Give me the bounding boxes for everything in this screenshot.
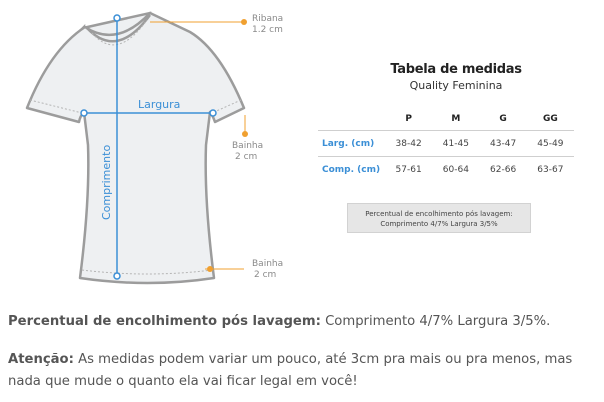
comprimento-label: Comprimento bbox=[100, 145, 113, 220]
largura-label: Largura bbox=[138, 98, 180, 111]
shrink-note-text: Comprimento 4/7% Largura 3/5%. bbox=[320, 314, 551, 329]
shrink-note: Percentual de encolhimento pós lavagem: … bbox=[8, 311, 600, 333]
attention-note-label: Atenção: bbox=[8, 352, 74, 367]
size-table: P M G GG Larg. (cm) 38-42 41-45 43-47 45… bbox=[318, 108, 574, 182]
bainha-manga-label: Bainha bbox=[232, 141, 263, 151]
size-header-m: M bbox=[451, 114, 461, 124]
row-label-largura: Larg. (cm) bbox=[318, 130, 385, 157]
table-subtitle: Quality Feminina bbox=[409, 79, 503, 92]
size-header-p: P bbox=[405, 114, 412, 124]
table-row: Larg. (cm) 38-42 41-45 43-47 45-49 bbox=[318, 130, 574, 157]
shrink-info-line2: Comprimento 4/7% Largura 3/5% bbox=[380, 220, 498, 228]
cell: 62-66 bbox=[479, 156, 527, 182]
cell: 38-42 bbox=[385, 130, 433, 157]
table-title: Tabela de medidas bbox=[390, 62, 522, 77]
bainha-barra-marker bbox=[207, 266, 213, 272]
ribana-size-label: 1.2 cm bbox=[252, 25, 283, 35]
cell: 43-47 bbox=[479, 130, 527, 157]
tshirt-illustration: Ribana 1.2 cm Largura Bainha 2 cm Compri… bbox=[25, 11, 283, 285]
comprimento-top-marker bbox=[113, 14, 121, 22]
ribana-marker bbox=[241, 19, 247, 25]
bainha-manga-marker bbox=[242, 131, 248, 137]
tshirt-body bbox=[25, 11, 246, 285]
row-label-comprimento: Comp. (cm) bbox=[318, 156, 385, 182]
left-sleeve-stitch bbox=[29, 99, 83, 114]
size-header-gg: GG bbox=[542, 114, 558, 124]
cell: 41-45 bbox=[432, 130, 480, 157]
ribana-label: Ribana bbox=[252, 14, 283, 24]
bainha-barra-size-label: 2 cm bbox=[254, 270, 276, 280]
bainha-manga-size-label: 2 cm bbox=[235, 152, 257, 162]
right-sleeve-stitch bbox=[211, 99, 242, 114]
largura-left-marker bbox=[80, 109, 88, 117]
cell: 60-64 bbox=[432, 156, 480, 182]
cell: 57-61 bbox=[385, 156, 433, 182]
tshirt-diagram: Ribana 1.2 cm Largura Bainha 2 cm Compri… bbox=[25, 11, 574, 285]
shrink-info-line1: Percentual de encolhimento pós lavagem: bbox=[365, 210, 513, 218]
size-header-empty bbox=[318, 108, 385, 131]
shrink-info-box: Percentual de encolhimento pós lavagem: … bbox=[347, 203, 531, 233]
hem-stitch bbox=[81, 269, 213, 275]
cell: 63-67 bbox=[526, 156, 574, 182]
cell: 45-49 bbox=[526, 130, 574, 157]
size-header-row: P M G GG bbox=[318, 108, 574, 131]
comprimento-bottom-marker bbox=[113, 272, 121, 280]
table-row: Comp. (cm) 57-61 60-64 62-66 63-67 bbox=[318, 156, 574, 182]
size-header-g: G bbox=[499, 114, 507, 124]
attention-note-text: As medidas podem variar um pouco, até 3c… bbox=[8, 352, 573, 389]
shrink-note-label: Percentual de encolhimento pós lavagem: bbox=[8, 314, 321, 329]
bainha-barra-label: Bainha bbox=[252, 259, 283, 269]
attention-note: Atenção: As medidas podem variar um pouc… bbox=[8, 349, 600, 393]
largura-right-marker bbox=[209, 109, 217, 117]
